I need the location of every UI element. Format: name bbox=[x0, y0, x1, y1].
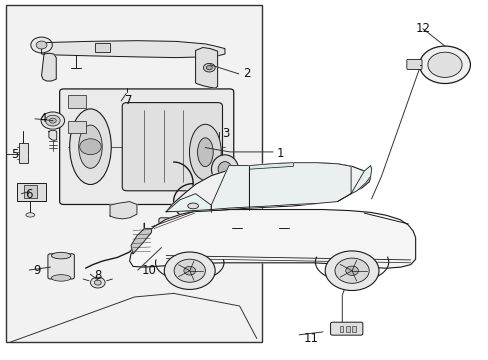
Circle shape bbox=[36, 41, 47, 49]
Circle shape bbox=[174, 259, 205, 282]
Text: 4: 4 bbox=[39, 112, 46, 125]
Polygon shape bbox=[166, 194, 211, 212]
Polygon shape bbox=[110, 202, 137, 219]
Circle shape bbox=[325, 251, 378, 291]
Ellipse shape bbox=[69, 109, 111, 184]
Polygon shape bbox=[195, 48, 217, 88]
Polygon shape bbox=[166, 163, 370, 212]
FancyBboxPatch shape bbox=[60, 89, 233, 204]
FancyBboxPatch shape bbox=[406, 59, 421, 69]
Circle shape bbox=[419, 46, 469, 84]
Circle shape bbox=[206, 66, 212, 70]
Circle shape bbox=[345, 266, 358, 275]
Polygon shape bbox=[350, 166, 371, 194]
Bar bbox=[6, 5, 261, 342]
Polygon shape bbox=[249, 163, 293, 169]
Circle shape bbox=[334, 258, 368, 283]
Bar bbox=[17, 183, 46, 201]
Polygon shape bbox=[211, 166, 249, 210]
Ellipse shape bbox=[174, 230, 187, 245]
Ellipse shape bbox=[26, 213, 35, 217]
Bar bbox=[95, 43, 110, 52]
Bar bbox=[19, 143, 28, 163]
Ellipse shape bbox=[90, 277, 105, 288]
FancyBboxPatch shape bbox=[159, 218, 198, 250]
Circle shape bbox=[191, 237, 203, 246]
Ellipse shape bbox=[94, 280, 101, 285]
Bar bbox=[339, 326, 343, 332]
Text: 3: 3 bbox=[222, 127, 229, 140]
Circle shape bbox=[203, 63, 215, 72]
Ellipse shape bbox=[218, 162, 231, 177]
Polygon shape bbox=[41, 53, 56, 81]
Ellipse shape bbox=[211, 155, 238, 184]
Bar bbox=[24, 185, 37, 198]
Ellipse shape bbox=[45, 115, 60, 126]
Polygon shape bbox=[129, 210, 415, 268]
Text: 5: 5 bbox=[11, 148, 18, 161]
Bar bbox=[68, 95, 85, 108]
Text: 1: 1 bbox=[276, 147, 283, 159]
Ellipse shape bbox=[79, 125, 102, 168]
Circle shape bbox=[80, 139, 101, 154]
Circle shape bbox=[31, 37, 52, 53]
Ellipse shape bbox=[51, 275, 71, 281]
Polygon shape bbox=[131, 229, 151, 254]
Polygon shape bbox=[249, 163, 350, 207]
Ellipse shape bbox=[51, 252, 71, 259]
Ellipse shape bbox=[189, 124, 221, 180]
Text: 11: 11 bbox=[303, 332, 318, 345]
FancyBboxPatch shape bbox=[330, 322, 362, 335]
Text: 7: 7 bbox=[124, 94, 132, 107]
Polygon shape bbox=[41, 41, 224, 58]
Ellipse shape bbox=[49, 118, 56, 123]
FancyBboxPatch shape bbox=[122, 103, 222, 191]
Text: 10: 10 bbox=[142, 264, 156, 277]
Text: 12: 12 bbox=[415, 22, 430, 35]
Bar bbox=[346, 326, 349, 332]
Text: 2: 2 bbox=[243, 67, 250, 80]
Circle shape bbox=[183, 266, 195, 275]
Text: 6: 6 bbox=[25, 188, 33, 201]
Bar bbox=[351, 326, 355, 332]
Circle shape bbox=[427, 52, 461, 77]
Ellipse shape bbox=[187, 203, 198, 209]
FancyBboxPatch shape bbox=[48, 254, 74, 279]
Polygon shape bbox=[49, 130, 57, 140]
Bar bbox=[68, 121, 85, 133]
Ellipse shape bbox=[41, 112, 64, 129]
Text: 9: 9 bbox=[33, 264, 41, 277]
Ellipse shape bbox=[197, 138, 213, 167]
Circle shape bbox=[164, 252, 215, 289]
Text: 8: 8 bbox=[94, 269, 101, 282]
